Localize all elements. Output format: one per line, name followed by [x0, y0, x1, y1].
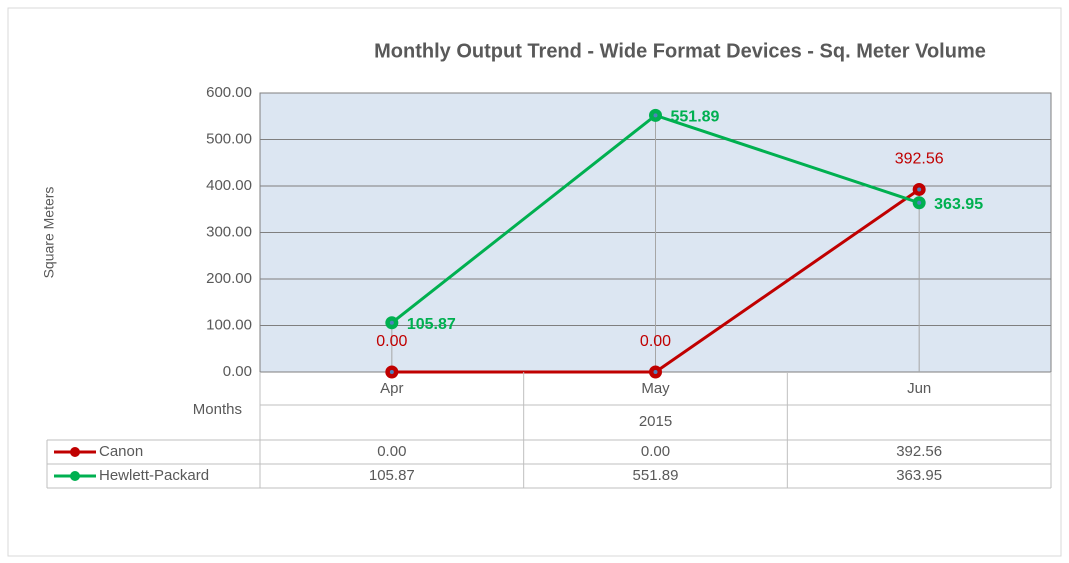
y-tick-label: 0.00 — [223, 363, 252, 380]
data-label: 363.95 — [934, 196, 983, 213]
table-cell: 0.00 — [377, 443, 406, 460]
data-label: 0.00 — [640, 333, 671, 350]
marker-center — [389, 320, 394, 325]
marker-center — [917, 200, 922, 205]
x-tick-label: Apr — [380, 380, 403, 397]
y-tick-label: 600.00 — [206, 84, 252, 101]
y-tick-label: 400.00 — [206, 177, 252, 194]
x-axis-title: Months — [193, 401, 242, 418]
table-cell: 363.95 — [896, 467, 942, 484]
x-tick-label: Jun — [907, 380, 931, 397]
y-tick-label: 500.00 — [206, 130, 252, 147]
legend-label: Canon — [99, 443, 143, 460]
legend-label: Hewlett-Packard — [99, 467, 209, 484]
marker-center — [653, 370, 658, 374]
table-cell: 0.00 — [641, 443, 670, 460]
x-tick-label: May — [641, 380, 670, 397]
data-label: 105.87 — [407, 316, 456, 333]
legend-marker — [70, 447, 80, 457]
data-label: 551.89 — [671, 109, 720, 126]
table-cell: 105.87 — [369, 467, 415, 484]
marker-center — [917, 187, 922, 192]
marker-center — [653, 113, 658, 118]
y-axis-title: Square Meters — [41, 187, 57, 279]
category-group-label: 2015 — [639, 413, 672, 430]
y-tick-label: 200.00 — [206, 270, 252, 287]
data-label: 392.56 — [895, 151, 944, 168]
y-tick-label: 100.00 — [206, 316, 252, 333]
chart-title: Monthly Output Trend - Wide Format Devic… — [374, 40, 986, 62]
data-label: 0.00 — [376, 333, 407, 350]
table-cell: 392.56 — [896, 443, 942, 460]
table-cell: 551.89 — [633, 467, 679, 484]
legend-marker — [70, 471, 80, 481]
marker-center — [389, 370, 394, 374]
y-tick-label: 300.00 — [206, 223, 252, 240]
